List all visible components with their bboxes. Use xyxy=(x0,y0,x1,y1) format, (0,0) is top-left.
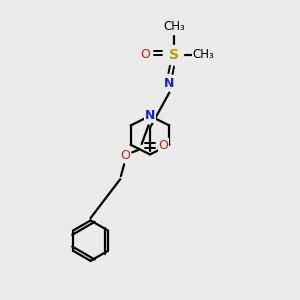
Text: O: O xyxy=(141,48,151,62)
Text: N: N xyxy=(145,109,155,122)
Text: O: O xyxy=(120,149,130,162)
Text: CH₃: CH₃ xyxy=(193,48,214,62)
Text: CH₃: CH₃ xyxy=(163,20,185,33)
Text: N: N xyxy=(164,76,175,90)
Text: S: S xyxy=(169,48,179,62)
Text: O: O xyxy=(158,139,168,152)
